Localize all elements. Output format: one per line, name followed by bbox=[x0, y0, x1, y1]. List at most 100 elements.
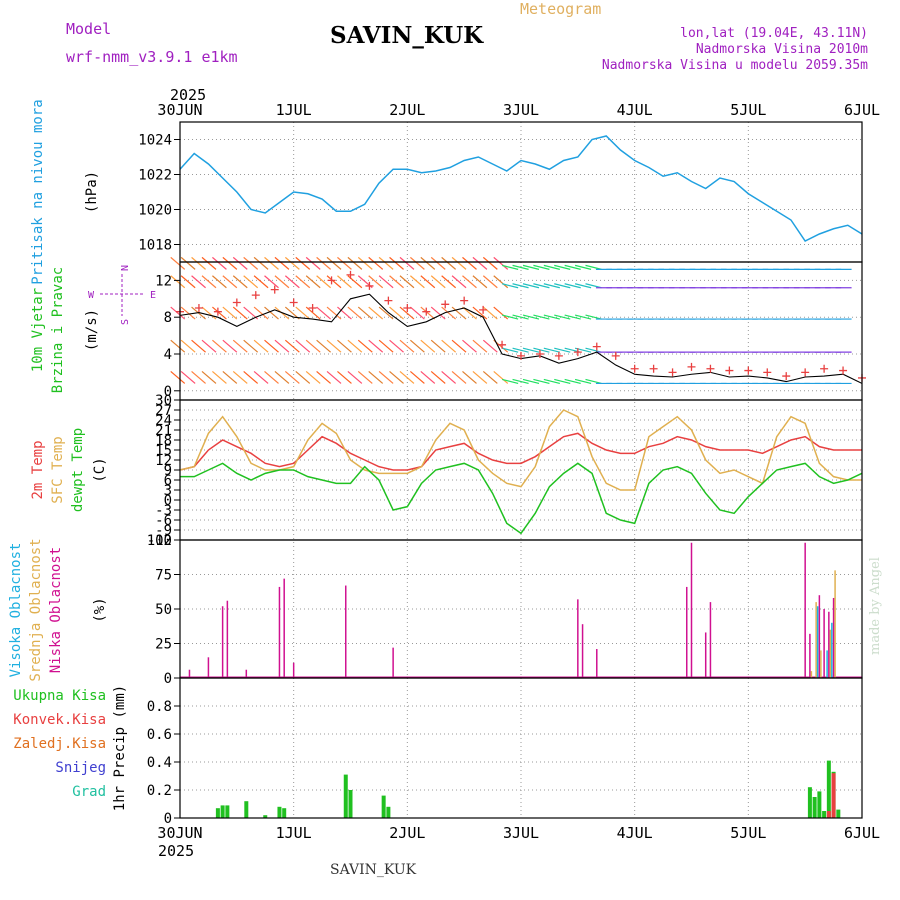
wind-barb bbox=[409, 306, 425, 320]
wind-barb bbox=[399, 370, 415, 384]
pressure-ylabel: Pritisak na nivou mora bbox=[30, 99, 46, 284]
wind-barb bbox=[472, 275, 488, 289]
temp-tick-label: 21 bbox=[155, 423, 172, 439]
total-precip-bar bbox=[822, 811, 827, 818]
wind-barb bbox=[212, 275, 227, 289]
wind-gust-marker bbox=[327, 276, 336, 285]
wind-barb bbox=[326, 339, 342, 353]
wind-barb bbox=[574, 314, 592, 320]
wind-barb bbox=[472, 339, 488, 353]
wind-barb bbox=[378, 339, 394, 353]
legend-conv-precip: Konvek.Kisa bbox=[13, 712, 106, 728]
temp-tick-label: -6 bbox=[155, 513, 172, 529]
model-label: Model bbox=[66, 20, 112, 38]
wind-barb bbox=[512, 347, 529, 353]
wind-barb bbox=[357, 339, 373, 353]
wind-barb bbox=[389, 256, 404, 270]
total-precip-bar bbox=[386, 806, 391, 818]
total-precip-bar bbox=[826, 760, 831, 818]
x-tick-label-top: 6JUL bbox=[844, 101, 880, 119]
wind-barb bbox=[420, 275, 436, 289]
wind-barb bbox=[554, 378, 571, 385]
temp-dew-line bbox=[180, 462, 863, 535]
wind-barb bbox=[420, 306, 436, 320]
wind-barb bbox=[493, 256, 509, 270]
wind-barb bbox=[441, 275, 457, 289]
wind-gust-marker bbox=[479, 305, 488, 314]
wind-barb bbox=[512, 378, 529, 385]
wind-barb bbox=[522, 283, 540, 289]
temp-sfc-line bbox=[179, 409, 862, 491]
wind-barb bbox=[232, 275, 248, 289]
wind-barb bbox=[295, 306, 311, 320]
wind-barb bbox=[502, 378, 519, 385]
wind-barb bbox=[222, 306, 238, 320]
wind-barb bbox=[170, 256, 186, 270]
temp-tick-label: 18 bbox=[155, 433, 172, 449]
wind-barb bbox=[502, 264, 519, 270]
precip-tick-label: 0.8 bbox=[147, 699, 172, 715]
x-tick-label-top: 2JUL bbox=[389, 101, 425, 119]
temp-ylabel-1: 2m Temp bbox=[30, 440, 46, 499]
wind-barb bbox=[316, 256, 331, 270]
wind-barb bbox=[451, 275, 467, 289]
wind-gust-marker bbox=[498, 340, 507, 349]
cloud-tick-label: 75 bbox=[155, 568, 172, 584]
wind-barb bbox=[430, 339, 446, 353]
total-precip-bar bbox=[381, 795, 386, 818]
pressure-line bbox=[179, 135, 863, 242]
wind-barb bbox=[378, 256, 394, 270]
temp-tick-label: 6 bbox=[164, 473, 172, 489]
wind-barb bbox=[378, 306, 394, 320]
wind-barb bbox=[295, 256, 311, 270]
wind-barb bbox=[389, 370, 404, 384]
wind-barb bbox=[409, 275, 425, 289]
total-precip-bar bbox=[343, 774, 348, 818]
wind-barb bbox=[212, 256, 227, 270]
x-tick-label-bottom: 3JUL bbox=[503, 824, 539, 842]
wind-barb bbox=[543, 314, 560, 320]
wind-barb bbox=[451, 256, 467, 270]
temp-tick-label: 3 bbox=[164, 483, 172, 499]
wind-barb bbox=[170, 275, 186, 289]
wind-barb bbox=[316, 275, 331, 289]
temp-tick-label: 27 bbox=[155, 403, 172, 419]
wind-barb bbox=[243, 370, 259, 384]
wind-barb bbox=[222, 370, 238, 384]
wind-barb bbox=[522, 347, 540, 353]
legend-frz-precip: Zaledj.Kisa bbox=[13, 736, 106, 752]
wind-barb bbox=[441, 256, 457, 270]
wind-barb bbox=[222, 339, 238, 353]
wind-barb bbox=[212, 339, 227, 353]
temp-tick-label: 9 bbox=[164, 463, 172, 479]
wind-barb bbox=[502, 314, 519, 320]
wind-barb bbox=[451, 370, 467, 384]
wind-barb bbox=[305, 339, 321, 353]
pressure-tick-label: 1020 bbox=[138, 203, 172, 219]
total-precip-bar bbox=[348, 790, 353, 818]
wind-barb bbox=[212, 306, 227, 320]
wind-barb bbox=[180, 275, 196, 289]
wind-gust-marker bbox=[403, 304, 412, 312]
wind-gust-marker bbox=[251, 291, 260, 300]
wind-barb bbox=[326, 370, 342, 384]
cloud-ylabel-1: Visoka Oblacnost bbox=[8, 543, 24, 678]
wind-barb bbox=[430, 370, 446, 384]
station-title: SAVIN_KUK bbox=[330, 22, 484, 49]
wind-gust-marker bbox=[365, 281, 374, 290]
wind-barb bbox=[170, 306, 186, 320]
wind-barb bbox=[378, 370, 394, 384]
total-precip-bar bbox=[817, 791, 822, 818]
wind-barb bbox=[441, 306, 457, 320]
wind-barb bbox=[180, 339, 196, 353]
wind-barb bbox=[585, 378, 602, 385]
wind-barb bbox=[522, 264, 540, 270]
wind-barb bbox=[357, 370, 373, 384]
wind-barb bbox=[522, 314, 540, 320]
x-tick-label-top: 1JUL bbox=[276, 101, 312, 119]
x-tick-label-bottom: 2JUL bbox=[389, 824, 425, 842]
wind-barb bbox=[232, 306, 248, 320]
model-version: wrf-nmm_v3.9.1 e1km bbox=[66, 48, 238, 66]
wind-barb bbox=[399, 275, 415, 289]
